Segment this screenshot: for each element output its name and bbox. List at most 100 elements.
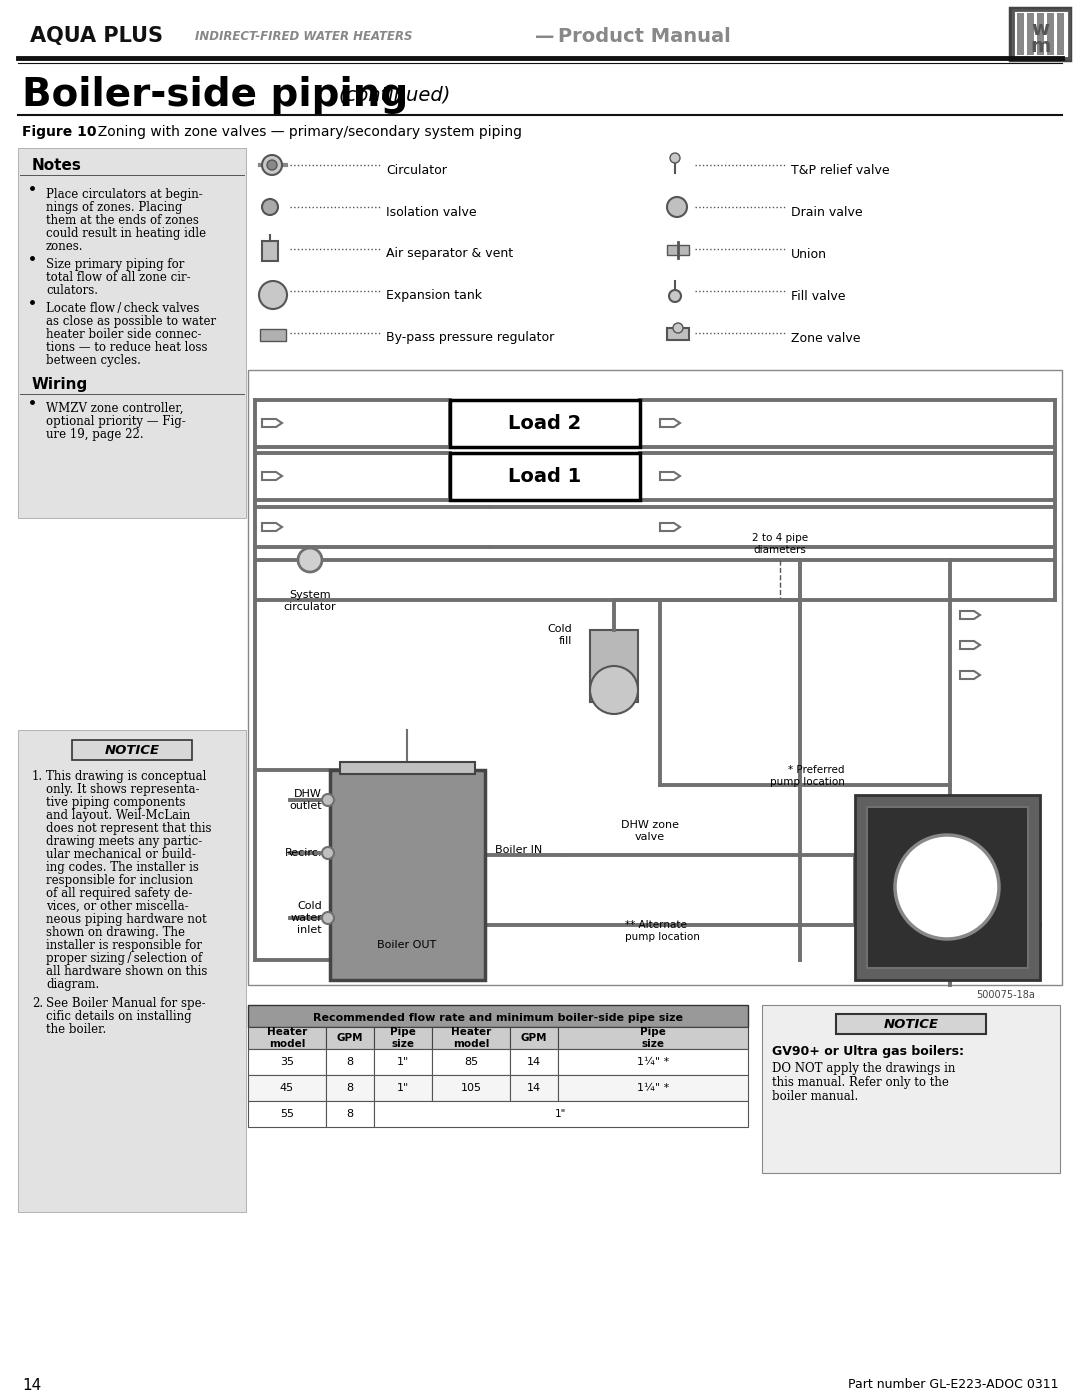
Text: 8: 8: [347, 1109, 353, 1119]
Bar: [836, 1014, 986, 1034]
Text: shown on drawing. The: shown on drawing. The: [46, 926, 185, 939]
Text: Boiler IN: Boiler IN: [495, 845, 542, 855]
Text: nings of zones. Placing: nings of zones. Placing: [46, 201, 183, 214]
Bar: [374, 1101, 748, 1127]
Bar: [326, 1076, 374, 1101]
Text: Cold
water
inlet: Cold water inlet: [291, 901, 322, 935]
Text: This drawing is conceptual: This drawing is conceptual: [46, 770, 206, 782]
Text: Circulator: Circulator: [386, 163, 447, 176]
Text: ing codes. The installer is: ing codes. The installer is: [46, 861, 199, 875]
Bar: [1037, 13, 1044, 54]
Bar: [510, 1049, 558, 1076]
Text: 14: 14: [527, 1083, 541, 1092]
Bar: [450, 400, 640, 447]
Text: Pipe
size: Pipe size: [390, 1027, 416, 1049]
Text: System
circulator: System circulator: [284, 590, 336, 612]
Text: See Boiler Manual for spe-: See Boiler Manual for spe-: [46, 997, 205, 1010]
Text: as close as possible to water: as close as possible to water: [46, 314, 216, 328]
Text: vices, or other miscella-: vices, or other miscella-: [46, 900, 189, 914]
Text: diagram.: diagram.: [46, 978, 99, 990]
Bar: [248, 1101, 326, 1127]
Bar: [326, 1101, 374, 1127]
Bar: [374, 1027, 432, 1049]
Text: w: w: [1031, 20, 1049, 39]
Text: 105: 105: [460, 1083, 482, 1092]
Circle shape: [670, 154, 680, 163]
Polygon shape: [262, 472, 282, 481]
Bar: [374, 1049, 432, 1076]
Bar: [248, 1076, 326, 1101]
Bar: [326, 1049, 374, 1076]
Text: Fill valve: Fill valve: [791, 289, 846, 303]
Circle shape: [667, 197, 687, 217]
Text: (continued): (continued): [338, 85, 450, 105]
Text: cific details on installing: cific details on installing: [46, 1010, 191, 1023]
Bar: [558, 1049, 748, 1076]
Text: Heater
model: Heater model: [267, 1027, 307, 1049]
Text: AQUA PLUS: AQUA PLUS: [30, 27, 163, 46]
Text: Part number GL-E223-ADOC 0311: Part number GL-E223-ADOC 0311: [848, 1379, 1058, 1391]
Bar: [558, 1076, 748, 1101]
Text: Locate flow / check valves: Locate flow / check valves: [46, 302, 200, 314]
Text: Product Manual: Product Manual: [558, 27, 731, 46]
Text: them at the ends of zones: them at the ends of zones: [46, 214, 199, 226]
Bar: [1047, 13, 1054, 54]
Text: DHW zone
valve: DHW zone valve: [621, 820, 679, 841]
Text: could result in heating idle: could result in heating idle: [46, 226, 206, 240]
Bar: [1027, 13, 1034, 54]
Circle shape: [298, 548, 322, 571]
Bar: [432, 1076, 510, 1101]
Text: only. It shows representa-: only. It shows representa-: [46, 782, 200, 796]
Text: tive piping components: tive piping components: [46, 796, 186, 809]
Text: Boiler OUT: Boiler OUT: [377, 940, 436, 950]
Bar: [260, 330, 286, 341]
Bar: [248, 370, 1062, 985]
Text: 8: 8: [347, 1083, 353, 1092]
Text: neous piping hardware not: neous piping hardware not: [46, 914, 206, 926]
Text: 55: 55: [280, 1109, 294, 1119]
Bar: [72, 740, 192, 760]
Bar: [762, 1004, 1059, 1173]
Bar: [667, 328, 689, 339]
Text: Recirc.: Recirc.: [284, 848, 322, 858]
Bar: [262, 242, 278, 261]
Text: Zoning with zone valves — primary/secondary system piping: Zoning with zone valves — primary/second…: [89, 124, 522, 138]
Circle shape: [322, 912, 334, 923]
Bar: [1010, 8, 1070, 60]
Text: Load 1: Load 1: [509, 467, 582, 486]
Text: NOTICE: NOTICE: [883, 1018, 939, 1031]
Bar: [248, 1027, 326, 1049]
Polygon shape: [262, 419, 282, 427]
Text: By-pass pressure regulator: By-pass pressure regulator: [386, 331, 554, 345]
Bar: [1027, 13, 1037, 56]
Text: 1¼" *: 1¼" *: [637, 1083, 670, 1092]
Text: m: m: [1030, 36, 1050, 56]
Text: and layout. Weil-McLain: and layout. Weil-McLain: [46, 809, 190, 821]
Text: 8: 8: [347, 1058, 353, 1067]
Circle shape: [895, 835, 999, 939]
Text: Expansion tank: Expansion tank: [386, 289, 482, 303]
Text: Drain valve: Drain valve: [791, 205, 863, 218]
Polygon shape: [660, 522, 680, 531]
Text: 500075-18a: 500075-18a: [976, 990, 1035, 1000]
Polygon shape: [960, 641, 980, 650]
Text: Air separator & vent: Air separator & vent: [386, 247, 513, 260]
Polygon shape: [660, 419, 680, 427]
Bar: [1017, 13, 1024, 54]
Text: 1": 1": [396, 1058, 409, 1067]
Text: Place circulators at begin-: Place circulators at begin-: [46, 189, 203, 201]
Text: Pipe
size: Pipe size: [640, 1027, 666, 1049]
Text: INDIRECT-FIRED WATER HEATERS: INDIRECT-FIRED WATER HEATERS: [195, 29, 413, 42]
Bar: [1015, 13, 1025, 56]
Text: optional priority — Fig-: optional priority — Fig-: [46, 415, 186, 427]
Text: this manual. Refer only to the: this manual. Refer only to the: [772, 1076, 949, 1090]
Circle shape: [669, 291, 681, 302]
Text: of all required safety de-: of all required safety de-: [46, 887, 192, 900]
Text: Zone valve: Zone valve: [791, 331, 861, 345]
Text: * Preferred
pump location: * Preferred pump location: [770, 766, 845, 787]
Bar: [1039, 13, 1049, 56]
Text: Figure 10: Figure 10: [22, 124, 96, 138]
Text: 1¼" *: 1¼" *: [637, 1058, 670, 1067]
Bar: [18, 731, 246, 1213]
Bar: [855, 795, 1040, 981]
